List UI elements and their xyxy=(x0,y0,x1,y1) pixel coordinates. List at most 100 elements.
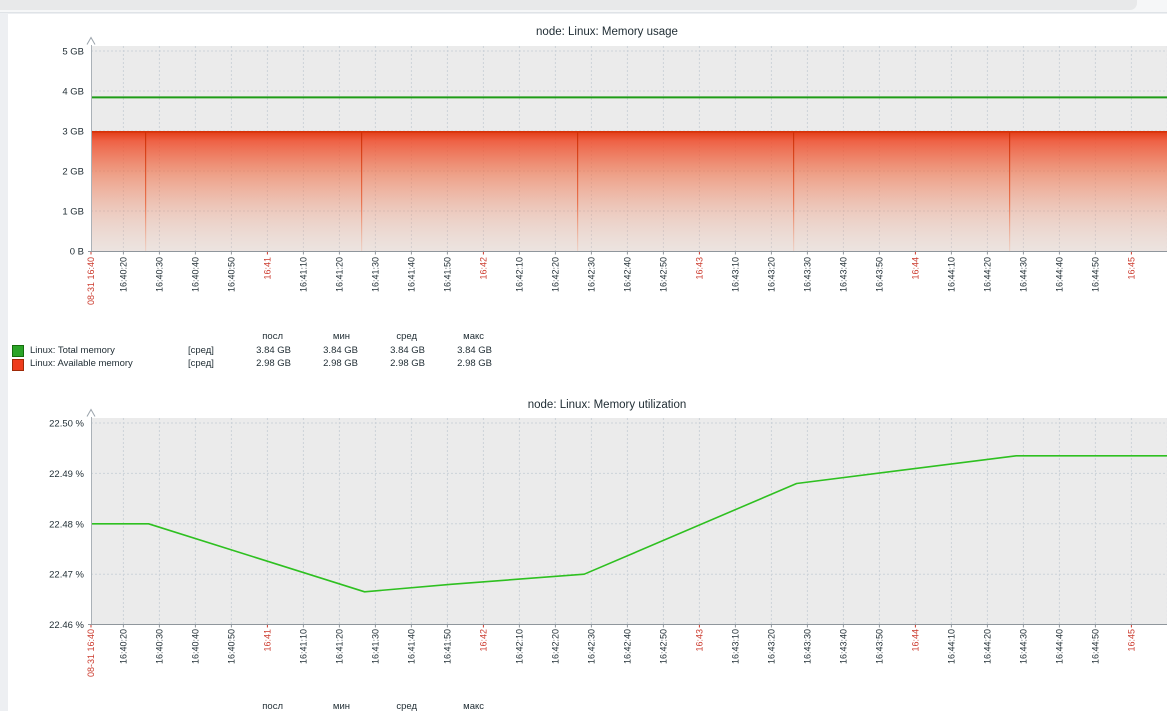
area-gradient-seam xyxy=(1009,131,1011,251)
legend-spacer xyxy=(12,330,30,344)
x-tick-label: 16:42:10 xyxy=(515,629,525,664)
x-tick-label: 16:40:20 xyxy=(119,257,129,292)
y-axis-arrow-icon xyxy=(86,408,96,417)
x-tick-label: 16:41 xyxy=(263,257,273,280)
legend-column-header: сред xyxy=(396,701,417,711)
x-tick-label: 16:42:40 xyxy=(623,629,633,664)
legend-stat-value: 3.84 GB xyxy=(390,344,425,356)
x-tick-label: 16:43:30 xyxy=(803,629,813,664)
x-tick-label: 16:43 xyxy=(695,629,705,652)
legend-aggregation-label: [сред] xyxy=(188,358,214,370)
legend-stat-value: 3.84 GB xyxy=(457,344,492,356)
x-tick-label: 16:41:40 xyxy=(407,257,417,292)
x-tick-label: 16:43:10 xyxy=(731,257,741,292)
x-tick-label: 16:44:10 xyxy=(947,629,957,664)
x-tick-label: 16:44:50 xyxy=(1091,257,1101,292)
legend-series-label: Linux: Total memory xyxy=(30,344,115,356)
x-tick-label: 16:44:50 xyxy=(1091,629,1101,664)
x-tick-label: 16:40:30 xyxy=(155,629,165,664)
x-tick-label: 16:43:50 xyxy=(875,257,885,292)
x-tick-label: 16:43:40 xyxy=(839,629,849,664)
x-tick-label: 16:45 xyxy=(1127,629,1137,652)
legend-swatch-icon xyxy=(12,357,30,371)
x-tick-label: 16:43:20 xyxy=(767,257,777,292)
x-tick-label: 16:41:50 xyxy=(443,629,453,664)
x-tick-label: 16:41:40 xyxy=(407,629,417,664)
series-line xyxy=(91,455,1167,593)
area-gradient-seam xyxy=(145,131,147,251)
legend-stat-value: 2.98 GB xyxy=(323,358,358,370)
x-tick-label: 16:40:30 xyxy=(155,257,165,292)
x-tick-label: 16:44 xyxy=(911,629,921,652)
x-tick-label: 16:41:20 xyxy=(335,629,345,664)
y-tick-label: 22.47 % xyxy=(49,570,84,581)
legend-stat-value: 2.98 GB xyxy=(390,358,425,370)
x-tick-label: 16:43 xyxy=(695,257,705,280)
legend-column-header: посл xyxy=(262,701,283,711)
x-tick-label: 16:40:50 xyxy=(227,629,237,664)
x-tick-label: 16:44 xyxy=(911,257,921,280)
x-tick-label: 16:42:30 xyxy=(587,629,597,664)
legend-aggregation-label: [сред] xyxy=(188,344,214,356)
area-gradient-seam xyxy=(793,131,795,251)
y-tick-label: 2 GB xyxy=(62,167,84,178)
x-tick-label: 08-31 16:40 xyxy=(86,629,96,677)
legend-stat-value: 2.98 GB xyxy=(457,358,492,370)
legend-column-header: сред xyxy=(396,331,417,342)
x-tick-label: 16:44:40 xyxy=(1055,629,1065,664)
x-tick-label: 16:43:20 xyxy=(767,629,777,664)
x-tick-label: 16:42:20 xyxy=(551,629,561,664)
x-tick-label: 16:44:20 xyxy=(983,629,993,664)
y-tick-label: 3 GB xyxy=(62,127,84,138)
area-gradient-seam xyxy=(361,131,363,251)
memory-usage-legend: посл мин сред макс Linux: Total memory [сред]… xyxy=(12,330,500,371)
available-memory-area xyxy=(91,131,1167,251)
area-gradient-seam xyxy=(577,131,579,251)
x-tick-label: 08-31 16:40 xyxy=(86,257,96,305)
legend-column-header: макс xyxy=(463,701,484,711)
x-tick-label: 16:42 xyxy=(479,257,489,280)
x-tick-label: 16:40:40 xyxy=(191,629,201,664)
browser-chrome-strip xyxy=(0,0,1167,13)
x-tick-label: 16:42:20 xyxy=(551,257,561,292)
x-tick-label: 16:42:50 xyxy=(659,257,669,292)
x-tick-label: 16:42:50 xyxy=(659,629,669,664)
series-color-swatch xyxy=(12,358,24,371)
series-color-swatch xyxy=(12,345,24,358)
legend-spacer xyxy=(12,700,30,711)
y-tick-label: 22.48 % xyxy=(49,519,84,530)
chrome-divider xyxy=(0,12,1167,13)
x-tick-label: 16:43:30 xyxy=(803,257,813,292)
x-tick-label: 16:42:10 xyxy=(515,257,525,292)
x-tick-label: 16:41 xyxy=(263,629,273,652)
x-tick-label: 16:45 xyxy=(1127,257,1137,280)
legend-series-label: Linux: Available memory xyxy=(30,358,133,370)
legend-grid: посл мин сред макс Linux: Total memory [сред]… xyxy=(12,330,500,371)
legend-spacer xyxy=(188,700,232,711)
legend-column-header: макс xyxy=(463,331,484,342)
x-tick-label: 16:44:10 xyxy=(947,257,957,292)
x-tick-label: 16:43:40 xyxy=(839,257,849,292)
plot-background xyxy=(91,418,1167,624)
x-tick-label: 16:41:10 xyxy=(299,257,309,292)
x-tick-label: 16:40:20 xyxy=(119,629,129,664)
y-tick-label: 5 GB xyxy=(62,47,84,58)
legend-spacer xyxy=(188,330,232,344)
x-tick-label: 16:44:30 xyxy=(1019,257,1029,292)
legend-stat-value: 2.98 GB xyxy=(256,358,291,370)
chart-title-memory-usage: node: Linux: Memory usage xyxy=(536,26,678,38)
legend-column-header: мин xyxy=(332,701,350,711)
legend-stat-value: 3.84 GB xyxy=(256,344,291,356)
x-tick-label: 16:44:40 xyxy=(1055,257,1065,292)
chart-title-memory-utilization: node: Linux: Memory utilization xyxy=(527,399,687,411)
y-tick-label: 0 B xyxy=(70,247,84,258)
y-tick-label: 1 GB xyxy=(62,207,84,218)
x-tick-label: 16:44:30 xyxy=(1019,629,1029,664)
x-tick-label: 16:43:50 xyxy=(875,629,885,664)
x-tick-label: 16:41:50 xyxy=(443,257,453,292)
legend-swatch-icon xyxy=(12,344,30,358)
legend-spacer xyxy=(30,330,188,344)
browser-tab-strip[interactable] xyxy=(0,0,1137,10)
y-tick-label: 22.46 % xyxy=(49,620,84,631)
